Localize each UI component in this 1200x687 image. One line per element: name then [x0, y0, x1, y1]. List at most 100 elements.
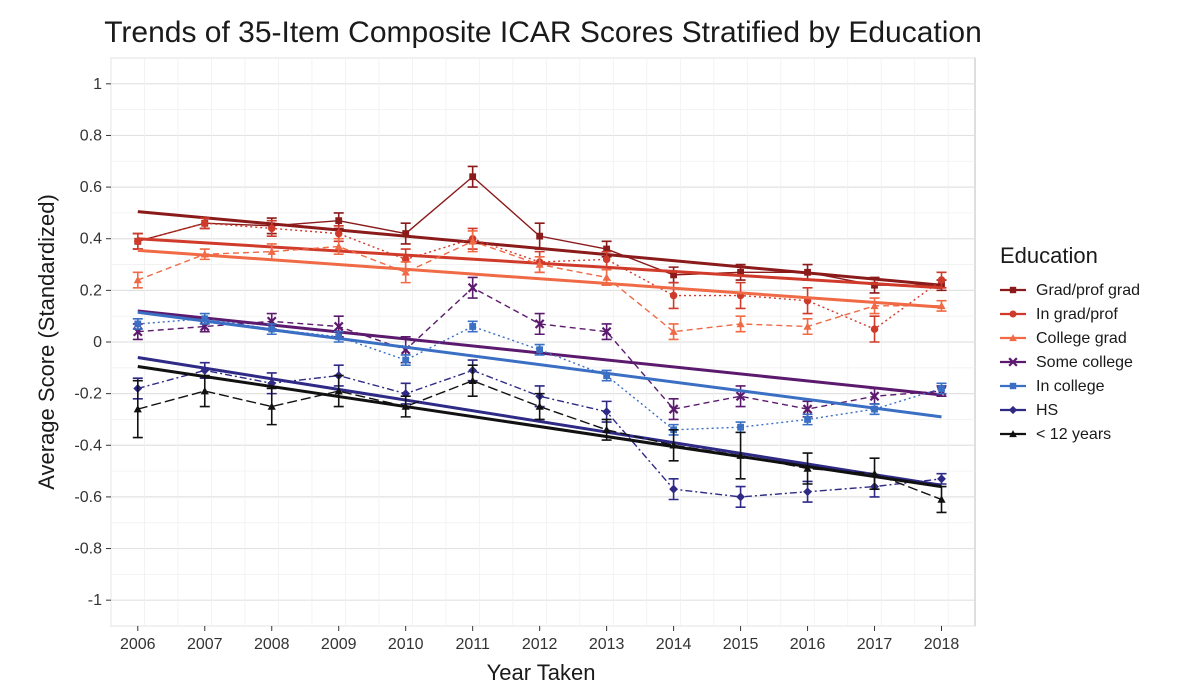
- series-4: [132, 310, 947, 436]
- legend-label: College grad: [1036, 330, 1127, 347]
- x-axis-title: Year Taken: [487, 660, 596, 685]
- data-point: [335, 217, 343, 225]
- data-point: [133, 405, 142, 413]
- data-point: [802, 404, 813, 414]
- data-point: [603, 245, 611, 253]
- data-point: [870, 325, 879, 333]
- x-axis-ticks: 2006 2007 2008 2009 2010 2011 2012 2013 2014 2015…: [120, 626, 959, 653]
- data-point: [937, 474, 946, 484]
- data-point: [937, 276, 946, 284]
- x-tick-label: 2006: [120, 636, 156, 653]
- data-point: [871, 281, 878, 289]
- x-tick-label: 2018: [924, 636, 960, 653]
- series-2: [132, 230, 947, 341]
- legend: Education Grad/prof grad In grad/prof Coll…: [1000, 243, 1140, 443]
- data-point: [268, 325, 276, 333]
- legend-title: Education: [1000, 243, 1098, 268]
- data-point: [803, 322, 812, 330]
- data-point: [334, 229, 343, 238]
- data-point: [669, 441, 678, 449]
- legend-swatch-marker: [1008, 357, 1018, 367]
- data-point: [200, 250, 209, 258]
- y-tick-label: -1: [88, 592, 102, 609]
- data-point: [267, 247, 276, 255]
- data-point: [334, 386, 343, 395]
- y-tick-label: 0.8: [80, 127, 102, 144]
- data-point: [536, 346, 544, 354]
- data-point: [401, 268, 410, 276]
- y-tick-label: 0.2: [80, 282, 102, 299]
- data-point: [735, 391, 746, 402]
- y-tick-label: -0.2: [74, 386, 102, 403]
- legend-swatch-marker: [1009, 334, 1017, 342]
- legend-label: < 12 years: [1036, 426, 1111, 443]
- data-point: [333, 321, 344, 332]
- x-tick-label: 2009: [321, 636, 357, 653]
- data-point: [803, 464, 812, 472]
- legend-swatch-marker: [1009, 286, 1017, 294]
- data-point: [468, 376, 477, 384]
- data-point: [937, 301, 946, 310]
- data-point: [335, 333, 343, 341]
- data-point: [267, 402, 276, 410]
- data-point: [737, 268, 744, 276]
- x-tick-label: 2013: [589, 636, 625, 653]
- data-point: [200, 365, 210, 375]
- data-point: [736, 492, 746, 502]
- data-point: [534, 319, 545, 329]
- data-point: [669, 291, 678, 300]
- data-point: [803, 487, 812, 497]
- data-point: [668, 404, 679, 414]
- data-point: [670, 271, 678, 279]
- legend-item: College grad: [1000, 330, 1127, 347]
- data-point: [804, 268, 811, 276]
- chart-title: Trends of 35-Item Composite ICAR Scores …: [104, 16, 982, 49]
- data-point: [601, 326, 612, 337]
- data-point: [937, 495, 946, 503]
- data-point: [267, 378, 277, 388]
- data-point: [737, 423, 744, 431]
- data-point: [871, 405, 878, 413]
- x-tick-label: 2011: [455, 636, 490, 653]
- data-point: [402, 230, 410, 237]
- data-point: [669, 327, 678, 335]
- series-group: [132, 165, 947, 514]
- x-tick-label: 2016: [790, 636, 826, 653]
- legend-item: Some college: [1000, 354, 1133, 371]
- data-point: [870, 469, 879, 477]
- data-point: [938, 385, 945, 392]
- plot-area: 1 0.8 0.6 0.4 0.2 0 -0.2 -0.4 -0.6 -0.8 -1 2006 2007…: [74, 57, 976, 653]
- x-tick-label: 2012: [522, 636, 558, 653]
- data-point: [200, 386, 209, 395]
- legend-swatch-marker: [1008, 405, 1018, 415]
- legend-item: Grad/prof grad: [1000, 282, 1140, 299]
- legend-label: Some college: [1036, 354, 1133, 371]
- data-point: [736, 451, 745, 459]
- data-point: [133, 275, 142, 284]
- y-tick-label: -0.6: [74, 489, 102, 506]
- data-point: [468, 237, 477, 245]
- data-point: [870, 301, 879, 310]
- x-tick-label: 2015: [723, 636, 759, 653]
- data-point: [134, 237, 142, 246]
- legend-label: Grad/prof grad: [1036, 282, 1140, 299]
- legend-label: HS: [1036, 402, 1058, 419]
- legend-label: In grad/prof: [1036, 306, 1118, 323]
- data-point: [268, 224, 276, 233]
- data-point: [401, 389, 411, 399]
- data-point: [201, 219, 209, 227]
- x-tick-label: 2014: [656, 636, 692, 653]
- data-point: [467, 282, 478, 293]
- series-6: [132, 364, 947, 514]
- legend-item: In grad/prof: [1000, 306, 1118, 323]
- data-point: [602, 425, 611, 434]
- data-point: [334, 242, 343, 250]
- data-point: [603, 372, 611, 379]
- data-point: [804, 416, 811, 423]
- legend-item: HS: [1000, 402, 1058, 419]
- data-point: [535, 402, 544, 410]
- data-point: [402, 356, 410, 364]
- data-point: [201, 315, 209, 323]
- data-point: [669, 484, 679, 494]
